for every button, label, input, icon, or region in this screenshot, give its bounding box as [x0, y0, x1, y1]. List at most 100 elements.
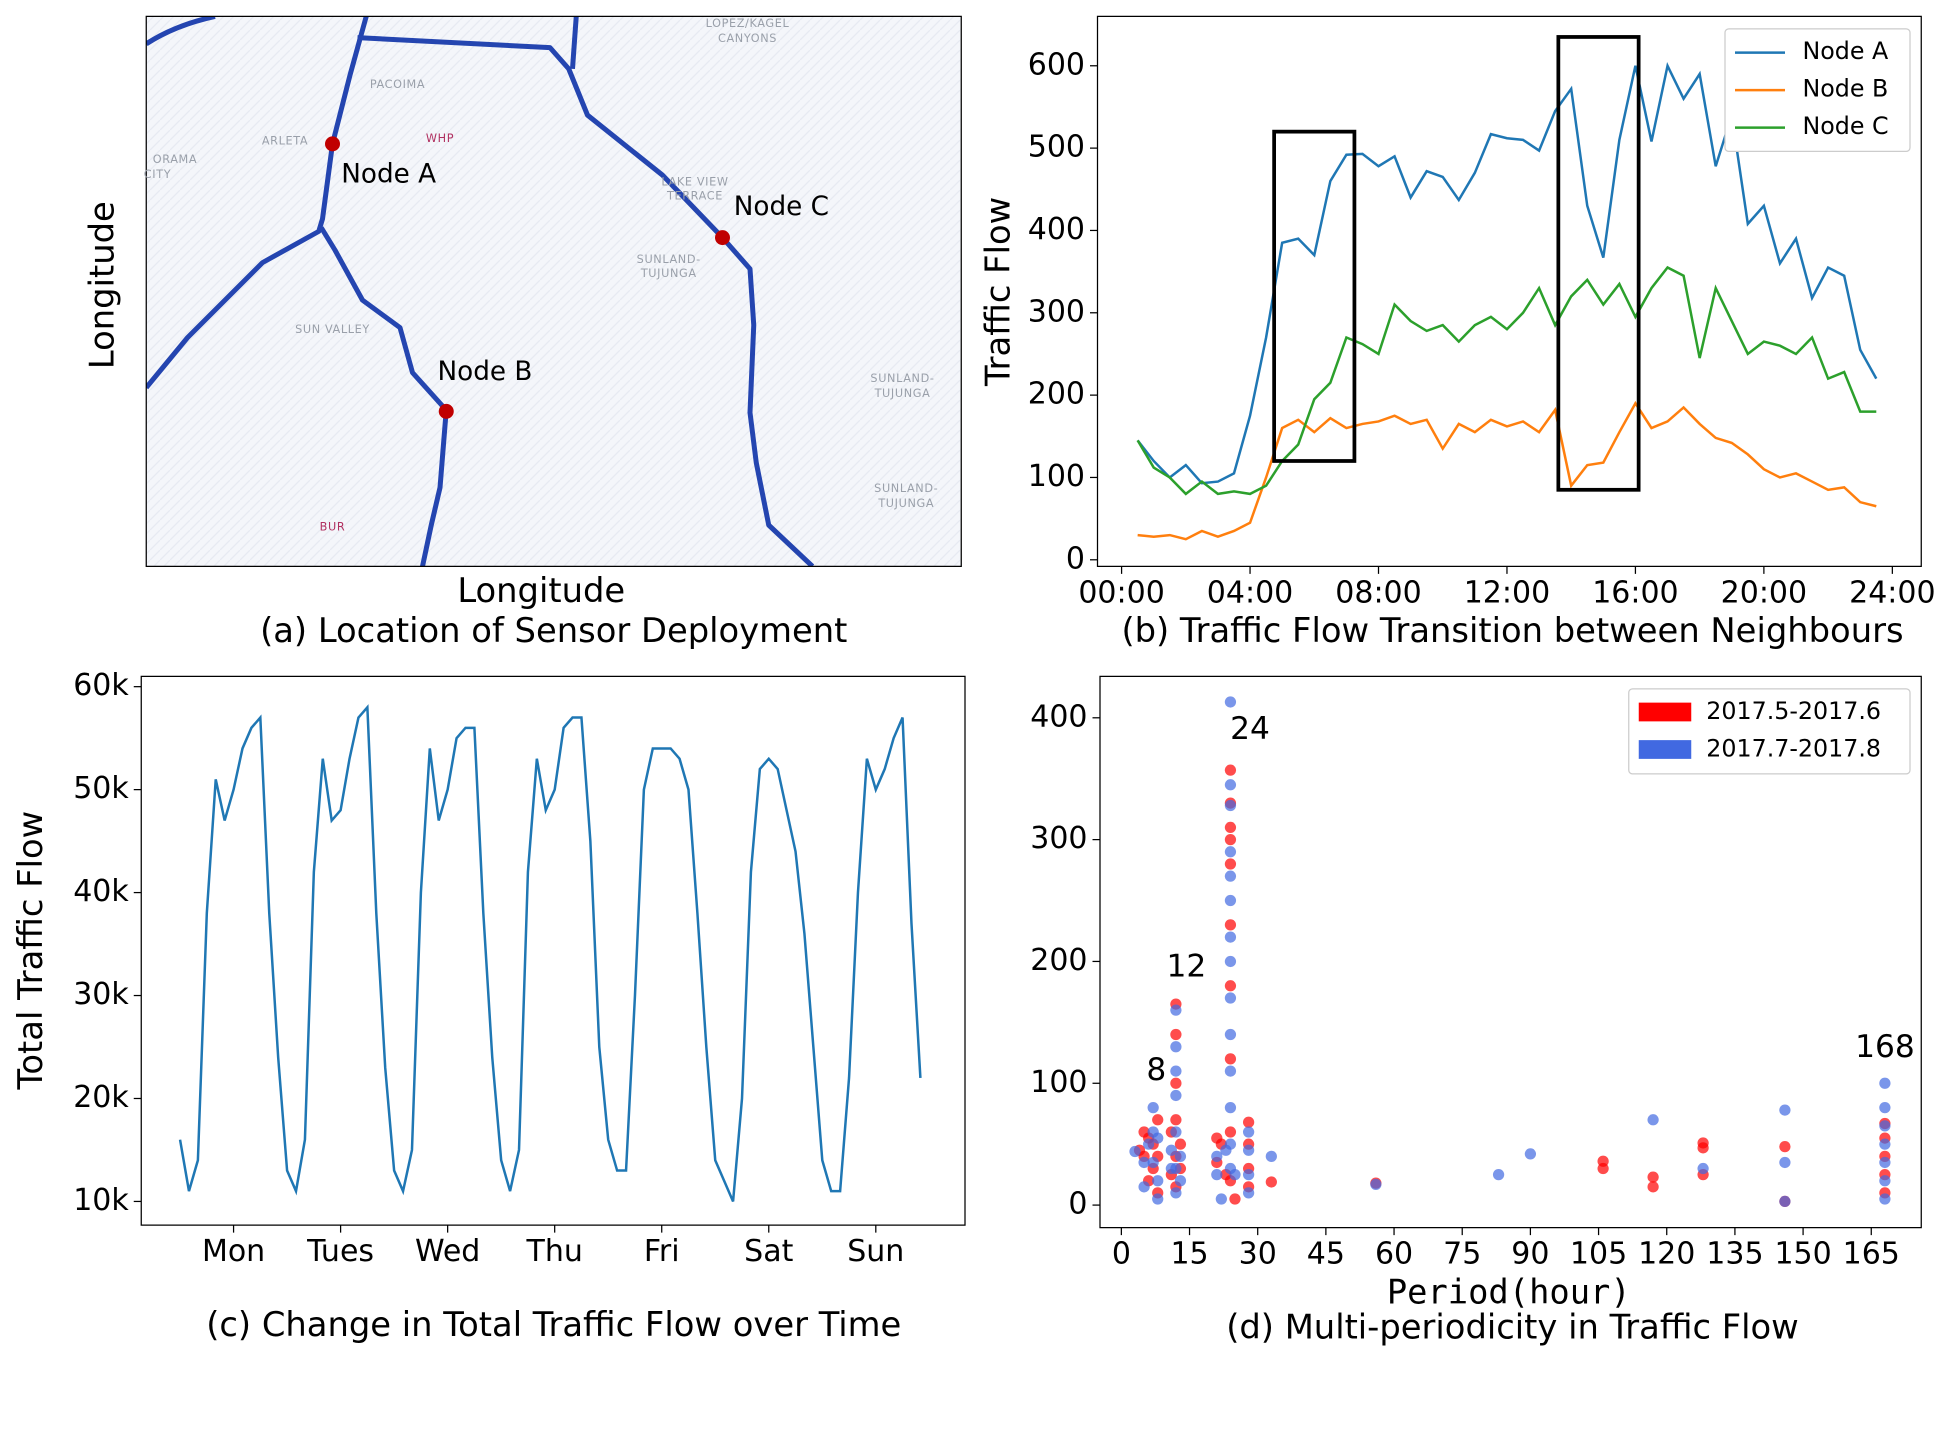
legend-label: Node A: [1803, 37, 1890, 65]
node-label: Node B: [438, 357, 533, 387]
legend-label: 2017.7-2017.8: [1706, 735, 1881, 763]
scatter-point: [1224, 980, 1237, 992]
sensor-node: [438, 403, 454, 419]
legend-swatch: [1638, 740, 1692, 759]
scatter-point: [1224, 858, 1237, 870]
scatter-point: [1779, 1104, 1791, 1116]
scatter-point: [1224, 1138, 1237, 1150]
y-tick-label: 200: [1030, 943, 1087, 978]
x-tick-label: Sat: [744, 1234, 793, 1269]
place-label: SUNLAND-: [870, 372, 934, 385]
x-tick-label: Mon: [202, 1234, 265, 1269]
annotation: 168: [1855, 1029, 1915, 1065]
place-label: SUNLAND-: [637, 253, 701, 266]
scatter-point: [1647, 1114, 1659, 1126]
y-tick-label: 300: [1030, 821, 1087, 856]
scatter-point: [1174, 1175, 1187, 1187]
scatter-point: [1224, 846, 1237, 858]
scatter-point: [1879, 1138, 1891, 1150]
place-label: PACOIMA: [370, 78, 425, 91]
scatter-point: [1224, 799, 1237, 812]
x-tick-label: 15: [1170, 1237, 1208, 1272]
scatter-point: [1174, 1150, 1187, 1162]
node-label: Node C: [734, 192, 829, 222]
place-label: TUJUNGA: [877, 497, 934, 510]
scatter-point: [1779, 1156, 1791, 1169]
y-axis-label: Total Traffic Flow: [11, 811, 50, 1091]
y-tick-label: 400: [1028, 212, 1085, 247]
place-label: ORAMA: [153, 153, 197, 166]
scatter-point: [1224, 919, 1237, 931]
x-tick-label: 135: [1706, 1237, 1763, 1272]
map-frame: [145, 15, 962, 567]
x-tick-label: 165: [1843, 1237, 1900, 1272]
y-tick-label: 30k: [73, 977, 129, 1012]
scatter-point: [1224, 894, 1237, 907]
x-tick-label: 90: [1511, 1237, 1549, 1272]
scatter-point: [1170, 1065, 1182, 1077]
y-tick-label: 600: [1028, 47, 1085, 82]
x-tick-label: 120: [1638, 1237, 1695, 1272]
scatter-point: [1147, 1156, 1159, 1169]
scatter-point: [1143, 1138, 1155, 1150]
scatter-point: [1152, 1193, 1164, 1205]
scatter-point: [1147, 1102, 1159, 1114]
road: [146, 16, 216, 46]
x-tick-label: 12:00: [1464, 575, 1550, 610]
place-label: TUJUNGA: [874, 387, 931, 400]
place-label: TERRACE: [666, 189, 723, 202]
scatter-point: [1879, 1102, 1891, 1114]
legend-box: [1628, 688, 1911, 775]
place-label: WHP: [426, 132, 454, 145]
legend-swatch: [1638, 702, 1692, 722]
x-tick-label: 150: [1774, 1237, 1831, 1272]
scatter-point: [1211, 1169, 1223, 1181]
roads: [146, 16, 815, 567]
scatter-point: [1224, 931, 1237, 943]
x-tick-label: 75: [1443, 1237, 1481, 1272]
scatter-point: [1165, 1144, 1177, 1156]
scatter-point: [1224, 779, 1237, 791]
y-tick-label: 0: [1068, 1187, 1087, 1222]
scatter-point: [1879, 1193, 1891, 1205]
scatter-point: [1170, 1187, 1182, 1199]
scatter-point: [1170, 1089, 1182, 1102]
caption: (b) Traffic Flow Transition between Neig…: [1121, 611, 1903, 650]
scatter-point: [1879, 1175, 1891, 1187]
caption: (d) Multi-periodicity in Traffic Flow: [1226, 1307, 1799, 1346]
plot-frame: [1099, 675, 1922, 1229]
place-label: BUR: [320, 521, 346, 534]
scatter-point: [1211, 1150, 1223, 1162]
legend-label: 2017.5-2017.6: [1706, 697, 1881, 725]
road: [570, 16, 579, 70]
annotation: 12: [1166, 949, 1206, 985]
scatter-point: [1242, 1116, 1255, 1128]
x-tick-label: 16:00: [1592, 575, 1678, 610]
caption: (a) Location of Sensor Deployment: [260, 611, 847, 650]
y-tick-label: 100: [1030, 1065, 1087, 1100]
scatter-point: [1879, 1156, 1891, 1169]
scatter-point: [1138, 1156, 1150, 1169]
scatter-point: [1229, 1193, 1241, 1205]
x-tick-label: Fri: [644, 1234, 680, 1269]
scatter-point: [1224, 696, 1237, 708]
scatter-point: [1265, 1176, 1277, 1188]
scatter-point: [1647, 1181, 1659, 1193]
scatter-point: [1879, 1120, 1891, 1132]
place-label: SUNLAND-: [874, 482, 938, 495]
x-axis-label: Longitude: [457, 571, 625, 610]
scatter-point: [1524, 1148, 1537, 1160]
x-tick-label: Sun: [847, 1234, 904, 1269]
y-tick-label: 50k: [73, 771, 129, 806]
scatter-point: [1152, 1114, 1164, 1126]
x-tick-label: Thu: [526, 1234, 583, 1269]
y-tick-label: 60k: [73, 668, 129, 703]
place-label: LOPEZ/KAGEL: [706, 17, 790, 30]
scatter-point: [1242, 1126, 1255, 1138]
road: [319, 226, 449, 567]
scatter-point: [1697, 1162, 1709, 1175]
x-tick-label: 00:00: [1078, 575, 1164, 610]
place-label: SUN VALLEY: [295, 323, 370, 336]
series-line: [178, 704, 922, 1202]
scatter-point: [1265, 1150, 1277, 1162]
